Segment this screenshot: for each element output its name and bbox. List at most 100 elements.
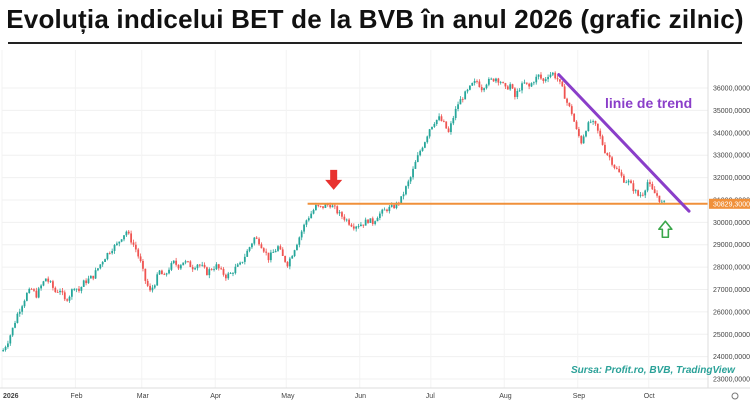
candle-body xyxy=(402,194,405,197)
candle-body xyxy=(646,182,649,191)
candle-body xyxy=(627,180,630,183)
candle-body xyxy=(618,168,621,173)
candle-body xyxy=(374,221,377,224)
source-credit: Sursa: Profit.ro, BVB, TradingView xyxy=(571,365,735,376)
candle-body xyxy=(189,261,192,268)
candle-body xyxy=(386,209,388,212)
candle-body xyxy=(478,81,481,88)
candle-body xyxy=(556,78,559,80)
candle-body xyxy=(492,78,495,82)
candle-body xyxy=(111,250,114,254)
candle-body xyxy=(371,218,374,224)
candle-body xyxy=(530,83,533,87)
candle-body xyxy=(357,226,360,227)
candle-body xyxy=(367,219,369,223)
last-price-badge xyxy=(709,198,750,209)
candle-body xyxy=(182,262,185,266)
candle-body xyxy=(352,226,355,229)
candle-body xyxy=(4,346,7,351)
candle-body xyxy=(298,237,301,245)
candle-body xyxy=(315,205,317,211)
candle-body xyxy=(165,273,168,275)
candle-body xyxy=(331,205,334,208)
candle-body xyxy=(7,343,9,347)
candle-body xyxy=(502,82,504,84)
candle-body xyxy=(108,252,111,254)
candle-body xyxy=(452,117,455,124)
candle-body xyxy=(139,256,142,261)
candle-body xyxy=(269,252,272,261)
candle-body xyxy=(322,206,324,208)
candle-body xyxy=(544,79,547,81)
candle-body xyxy=(87,278,90,284)
candle-body xyxy=(310,213,313,219)
candle-body xyxy=(265,251,268,253)
candle-body xyxy=(274,250,277,253)
candle-body xyxy=(217,264,220,269)
trend-line-label: linie de trend xyxy=(605,95,693,111)
candle-body xyxy=(568,102,571,107)
candle-body xyxy=(9,335,12,344)
candle-body xyxy=(606,153,609,155)
candle-body xyxy=(78,288,80,291)
candle-body xyxy=(483,88,486,91)
candle-body xyxy=(547,76,549,80)
candle-body xyxy=(75,288,78,290)
candle-body xyxy=(589,121,592,123)
candle-body xyxy=(123,235,125,240)
candle-body xyxy=(305,220,308,225)
candle-body xyxy=(559,79,561,82)
y-tick-label: 33000,0000 xyxy=(713,153,750,160)
candle-body xyxy=(144,268,147,281)
candle-body xyxy=(383,209,386,211)
candle-body xyxy=(312,210,315,214)
candle-body xyxy=(476,81,478,82)
candle-body xyxy=(341,212,343,217)
candle-body xyxy=(284,255,287,262)
candle-body xyxy=(442,121,445,122)
candle-body xyxy=(369,218,372,223)
candle-body xyxy=(393,205,395,209)
candle-body xyxy=(220,268,223,270)
candle-body xyxy=(577,129,580,136)
candle-body xyxy=(350,224,353,227)
candle-body xyxy=(208,269,211,276)
candle-body xyxy=(172,260,175,264)
candle-body xyxy=(566,98,568,103)
candle-body xyxy=(293,250,296,257)
candle-body xyxy=(251,243,253,248)
x-tick-label: Sep xyxy=(573,393,586,400)
candle-body xyxy=(288,258,291,267)
candle-body xyxy=(525,82,528,84)
candle-body xyxy=(532,82,535,84)
candle-body xyxy=(563,86,566,99)
candle-body xyxy=(137,249,140,257)
candle-body xyxy=(580,135,583,144)
candle-body xyxy=(542,78,545,81)
y-tick-label: 30000,0000 xyxy=(713,220,750,227)
candle-body xyxy=(246,250,249,257)
candle-body xyxy=(433,123,436,127)
candle-body xyxy=(497,78,500,83)
candle-body xyxy=(592,121,594,122)
candle-body xyxy=(461,99,464,100)
candle-body xyxy=(343,216,346,220)
y-tick-label: 32000,0000 xyxy=(713,175,750,182)
candle-body xyxy=(132,242,135,245)
x-tick-label: Mar xyxy=(137,393,150,400)
candle-body xyxy=(23,300,26,307)
candle-body xyxy=(243,256,246,262)
candle-body xyxy=(454,108,457,118)
x-axis: 2026 Feb Mar Apr May Jun Jul Aug Sep Oct xyxy=(0,387,750,400)
candle-body xyxy=(551,72,554,75)
candle-body xyxy=(653,189,656,194)
candle-body xyxy=(253,237,256,244)
candle-body xyxy=(639,194,642,196)
candle-body xyxy=(194,268,196,270)
candle-body xyxy=(400,196,403,204)
y-tick-label: 36000,0000 xyxy=(713,86,750,93)
candle-body xyxy=(153,285,156,288)
candle-body xyxy=(585,131,587,137)
candle-body xyxy=(215,264,218,270)
candle-body xyxy=(423,142,426,148)
